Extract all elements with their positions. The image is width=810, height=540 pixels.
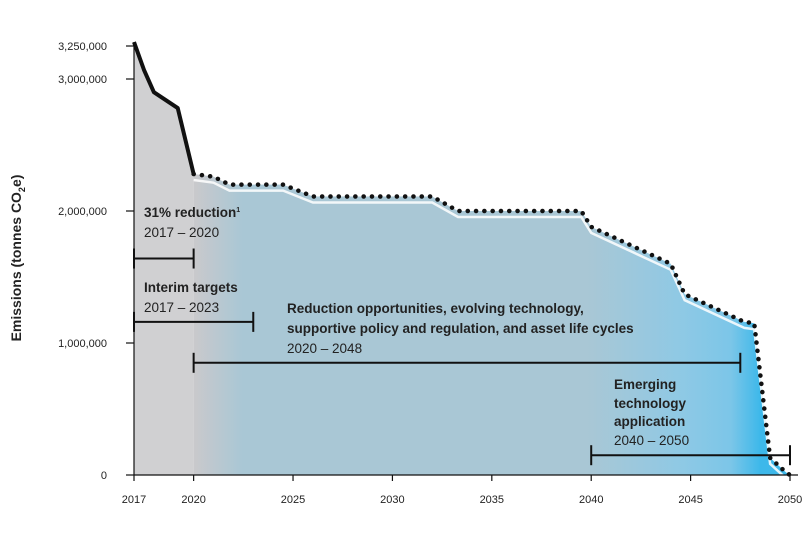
area-fills <box>134 42 791 483</box>
annotation-opportunities-range: 2020 – 2048 <box>287 341 362 356</box>
x-tick-label: 2040 <box>579 494 603 506</box>
annotation-emerging-label-line2: technology <box>614 396 686 411</box>
x-tick-label: 2017 <box>122 494 146 506</box>
y-tick-label: 3,000,000 <box>58 74 107 86</box>
annotation-interim-label: Interim targets <box>144 280 238 295</box>
y-tick-label: 0 <box>101 470 107 482</box>
y-axis-title: Emissions (tonnes CO2e) <box>8 175 27 342</box>
annotation-reduction-label: 31% reduction1 <box>144 205 240 220</box>
pathway-dotted-line <box>191 171 793 478</box>
historical-line <box>132 41 196 175</box>
annotation-emerging-range: 2040 – 2050 <box>614 433 689 448</box>
annotation-reduction-range: 2017 – 2020 <box>144 225 219 240</box>
pathway-area <box>193 174 791 476</box>
y-tick-label: 1,000,000 <box>58 338 107 350</box>
x-tick-label: 2035 <box>480 494 504 506</box>
annotations: 31% reduction1 2017 – 2020 Interim targets… <box>133 205 791 466</box>
annotation-opportunities-label-line1: Reduction opportunities, evolving techno… <box>287 301 584 316</box>
x-tick-label: 2020 <box>181 494 205 506</box>
series-lines <box>132 41 793 478</box>
pathway-area-edge <box>193 178 791 483</box>
annotation-emerging-label-line1: Emerging <box>614 377 676 392</box>
y-tick-label: 2,000,000 <box>58 206 107 218</box>
y-tick-label: 3,250,000 <box>58 41 107 53</box>
x-tick-label: 2050 <box>778 494 802 506</box>
x-tick-label: 2045 <box>678 494 702 506</box>
annotation-opportunities-label-line2: supportive policy and regulation, and as… <box>287 321 634 336</box>
annotation-emerging-label-line3: application <box>614 414 685 429</box>
x-tick-label: 2025 <box>281 494 305 506</box>
annotation-interim-range: 2017 – 2023 <box>144 300 219 315</box>
axes: 0 1,000,000 2,000,000 3,000,000 3,250,000 201… <box>8 41 802 506</box>
x-tick-label: 2030 <box>380 494 404 506</box>
